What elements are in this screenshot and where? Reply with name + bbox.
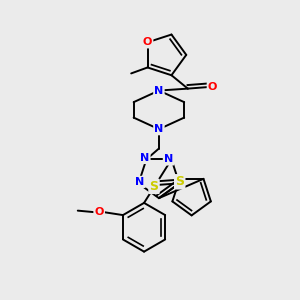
Text: N: N: [154, 85, 164, 96]
Text: O: O: [208, 82, 217, 92]
Text: S: S: [175, 175, 184, 188]
Text: N: N: [164, 154, 173, 164]
Text: N: N: [140, 153, 149, 163]
Text: N: N: [135, 177, 145, 187]
Text: O: O: [143, 37, 152, 47]
Text: S: S: [149, 180, 158, 193]
Text: O: O: [94, 207, 104, 217]
Text: N: N: [154, 124, 164, 134]
